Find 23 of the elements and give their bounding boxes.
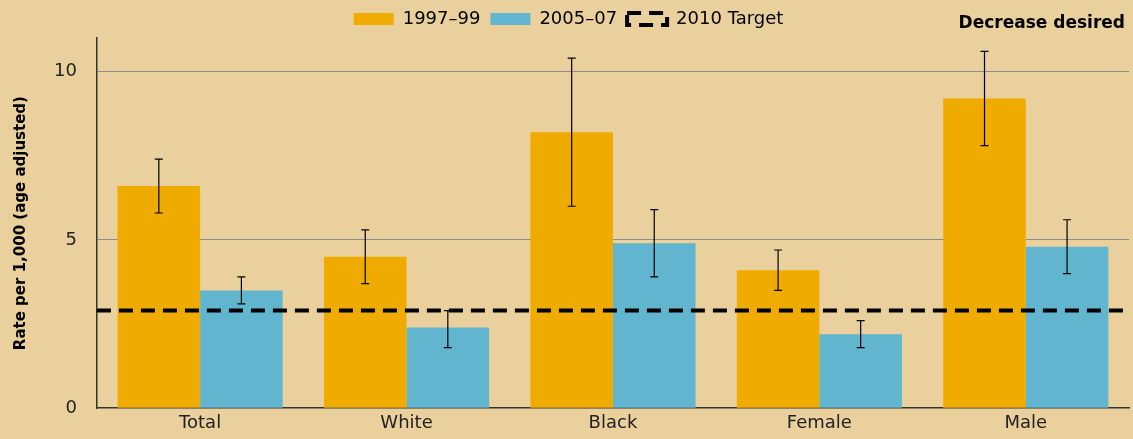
x-tick-label: Male: [1004, 410, 1048, 432]
x-tick-label: Black: [588, 410, 638, 432]
bar: [612, 243, 696, 408]
legend-label: 2005–07: [539, 6, 618, 28]
bar: [819, 334, 902, 408]
bar: [736, 270, 820, 408]
legend-label: 1997–99: [402, 6, 481, 28]
text: Decrease desired: [958, 12, 1125, 33]
y-axis-title: Rate per 1,000 (age adjusted): [10, 96, 29, 351]
x-tick-label: White: [380, 410, 433, 432]
bar: [406, 327, 490, 408]
y-tick-label: 10: [54, 59, 77, 81]
bar: [530, 132, 613, 408]
bar: [323, 256, 407, 408]
x-tick-label: Total: [178, 410, 222, 432]
legend-label: 2010 Target: [676, 6, 784, 28]
y-tick-label: 0: [65, 395, 77, 417]
bar: [117, 186, 201, 408]
bar: [200, 290, 283, 408]
y-tick-label: 5: [65, 227, 77, 249]
bar: [1025, 246, 1109, 408]
x-tick-label: Female: [786, 410, 852, 432]
bar: [943, 98, 1026, 408]
